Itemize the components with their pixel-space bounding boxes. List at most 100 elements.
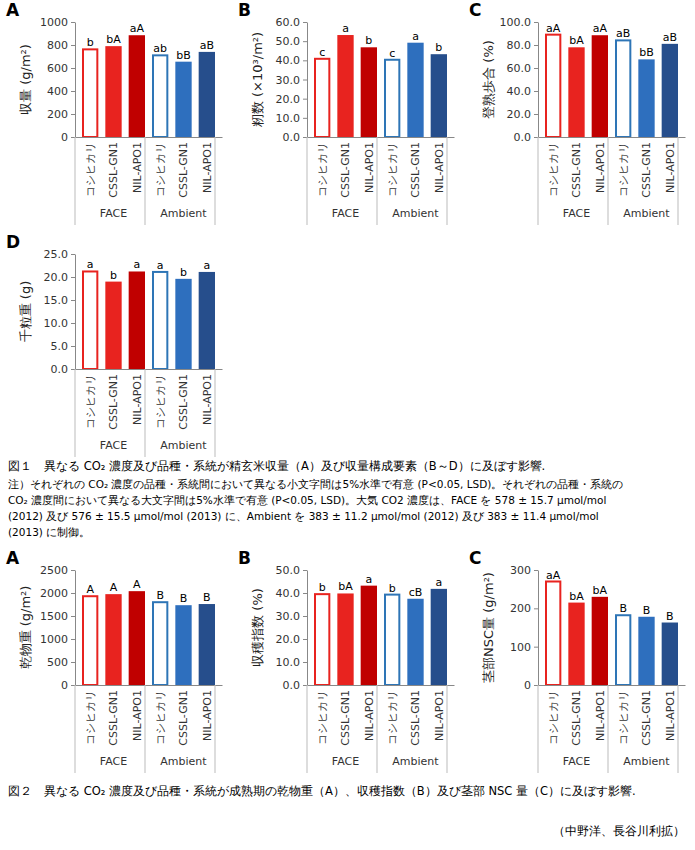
y-axis-title: 収穫指数 (%) — [250, 588, 265, 667]
panel-letter: B — [238, 548, 251, 568]
bar — [129, 591, 145, 685]
group-label: FACE — [100, 439, 127, 452]
tick-label: 40.0 — [276, 587, 301, 600]
panel-letter: C — [469, 0, 481, 20]
category-label: NIL-APO1 — [131, 374, 144, 425]
tick-mark — [534, 68, 538, 69]
separator — [75, 369, 76, 457]
tick-label: 100 — [510, 641, 531, 654]
significance-label: aB — [663, 31, 677, 44]
significance-label: c — [389, 47, 395, 60]
bar — [175, 62, 191, 137]
tick-label: 2500 — [40, 564, 68, 577]
bar — [431, 54, 447, 137]
panel-letter: C — [469, 548, 481, 568]
tick: 50.0 — [276, 35, 308, 48]
group-label: FACE — [563, 207, 590, 220]
tick-mark — [303, 593, 307, 594]
panel: aAbAbABBB0100200300コシヒカリCSSL-GN1NIL-APO1… — [469, 548, 686, 773]
significance-label: cB — [409, 586, 423, 599]
group-separators — [75, 369, 215, 457]
category-label: NIL-APO1 — [664, 142, 677, 193]
tick-mark — [303, 60, 307, 61]
group-label: FACE — [563, 755, 590, 768]
tick-mark — [303, 80, 307, 81]
tick-mark — [534, 22, 538, 23]
category-label: CSSL-GN1 — [409, 690, 422, 746]
tick-mark — [534, 91, 538, 92]
tick: CSSL-GN1 — [339, 137, 352, 198]
category-label: コシヒカリ — [316, 690, 329, 745]
separator — [215, 685, 216, 773]
tick-label: 10.0 — [276, 112, 301, 125]
significance-label: B — [156, 589, 164, 602]
tick-mark — [71, 68, 75, 69]
tick: NIL-APO1 — [433, 685, 446, 741]
tick-label: 20.0 — [44, 271, 69, 284]
tick: コシヒカリ — [316, 137, 329, 197]
tick-mark — [303, 22, 307, 23]
category-label: CSSL-GN1 — [177, 374, 190, 430]
axis-line — [539, 685, 686, 686]
tick: 50.0 — [276, 564, 308, 577]
panel: bbAabcBa0.010.020.030.040.050.0コシヒカリCSSL… — [238, 548, 455, 773]
bar — [662, 623, 678, 685]
bars — [83, 591, 215, 685]
significance-label: b — [319, 581, 326, 594]
tick-mark — [71, 639, 75, 640]
tick: 0.0 — [283, 131, 308, 144]
category-label: CSSL-GN1 — [177, 690, 190, 746]
tick: 5.0 — [51, 340, 76, 353]
category-label: コシヒカリ — [84, 142, 97, 197]
significance-label: b — [180, 266, 187, 279]
significance-label: a — [342, 22, 349, 35]
category-label: NIL-APO1 — [594, 690, 607, 741]
tick-mark — [71, 570, 75, 571]
tick-label: 300 — [510, 564, 531, 577]
bar — [129, 35, 145, 137]
category-label: NIL-APO1 — [363, 690, 376, 741]
tick: 0 — [61, 679, 75, 692]
tick: CSSL-GN1 — [177, 369, 190, 430]
bars — [546, 582, 678, 686]
tick: 500 — [47, 656, 75, 669]
axis-line — [76, 369, 223, 370]
significance-label: aA — [546, 22, 561, 35]
group-label: Ambient — [160, 755, 207, 768]
x-axis: コシヒカリCSSL-GN1NIL-APO1コシヒカリCSSL-GN1NIL-AP… — [539, 685, 686, 746]
tick: コシヒカリ — [386, 685, 399, 745]
y-axis: 0.020.040.060.080.0100.0 — [500, 16, 539, 144]
tick: 20.0 — [276, 93, 308, 106]
tick: 40.0 — [276, 587, 308, 600]
tick-label: 5.0 — [51, 340, 69, 353]
tick-label: 600 — [47, 62, 68, 75]
bar — [105, 46, 121, 137]
tick: 0.0 — [514, 131, 539, 144]
tick: 10.0 — [276, 656, 308, 669]
tick-label: 200 — [47, 108, 68, 121]
significance-label: B — [643, 604, 651, 617]
caption: 図１ 異なる CO₂ 濃度及び品種・系統が精玄米収量（A）及び収量構成要素（B～… — [8, 459, 545, 473]
tick: 600 — [47, 62, 75, 75]
tick-label: 0.0 — [283, 679, 301, 692]
y-axis-title: 乾物重 (g/m²) — [18, 586, 33, 670]
group-label: FACE — [332, 755, 359, 768]
bars — [315, 35, 447, 137]
axis-line — [538, 571, 539, 686]
significance-label: A — [110, 581, 118, 594]
separator — [307, 685, 308, 773]
axis-line — [308, 685, 455, 686]
tick: NIL-APO1 — [664, 137, 677, 193]
bar — [662, 44, 678, 137]
separator — [75, 685, 76, 773]
significance-label: a — [133, 258, 140, 271]
category-label: CSSL-GN1 — [107, 374, 120, 430]
significance-label: bA — [338, 580, 353, 593]
category-label: CSSL-GN1 — [640, 142, 653, 198]
tick-mark — [71, 685, 75, 686]
tick: 10.0 — [44, 317, 76, 330]
tick-label: 40.0 — [276, 54, 301, 67]
bar — [616, 615, 630, 685]
tick-mark — [71, 114, 75, 115]
tick: CSSL-GN1 — [570, 685, 583, 746]
